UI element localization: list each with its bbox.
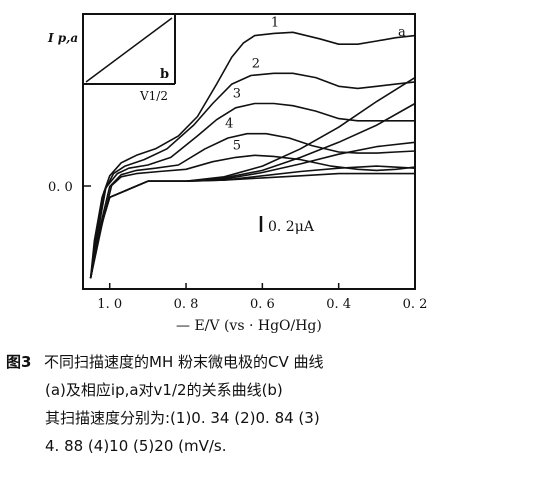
curve-label-4: 4 — [225, 117, 233, 132]
caption-line-2: (a)及相应ip,a对v1/2的关系曲线(b) — [45, 381, 283, 399]
caption-line-3: 其扫描速度分别为:(1)0. 34 (2)0. 84 (3) — [45, 409, 320, 427]
x-tick-label: 0. 8 — [174, 297, 199, 312]
cv-curve-3-anodic — [89, 102, 415, 279]
cv-curve-5-cathodic — [89, 172, 415, 279]
cv-curve-2-cathodic — [89, 102, 416, 279]
inset-panel-label: b — [160, 67, 169, 82]
curve-label-3: 3 — [233, 87, 241, 102]
cv-curve-4-anodic — [89, 132, 416, 279]
curve-label-2: 2 — [252, 56, 260, 71]
curve-labels: 1 2 345 — [225, 15, 279, 153]
cv-curve-1-anodic — [89, 31, 416, 279]
caption-title: 不同扫描速度的MH 粉末微电极的CV 曲线 — [44, 353, 324, 371]
caption-line-1: 图3 不同扫描速度的MH 粉末微电极的CV 曲线 — [6, 352, 324, 373]
cv-curve-5-anodic — [89, 154, 416, 279]
caption-line-4: 4. 88 (4)10 (5)20 (mV/s. — [45, 437, 227, 455]
cv-curve-4-cathodic — [89, 165, 416, 279]
cv-curve-3-cathodic — [89, 141, 416, 279]
x-tick-label: 0. 2 — [403, 297, 428, 312]
inset-y-label: I p,a — [47, 31, 78, 45]
x-tick-label: 0. 6 — [250, 297, 275, 312]
plot-frame — [82, 13, 416, 290]
curve-label-1: 1 — [271, 15, 279, 30]
y-tick-label: 0. 0 — [48, 180, 73, 195]
inset-b: b I p,a V1/2 — [47, 14, 176, 103]
figure-number: 图3 — [6, 353, 32, 371]
curve-label-5: 5 — [233, 138, 241, 153]
x-tick-label: 1. 0 — [97, 297, 122, 312]
inset-y-label-text: I p,a — [47, 31, 78, 45]
cv-curve-2-anodic — [89, 72, 416, 279]
cv-curves — [89, 31, 416, 279]
inset-x-label: V1/2 — [139, 89, 168, 103]
x-axis-label: — E/V (vs · HgO/Hg) — [176, 318, 322, 334]
panel-a-label: a — [398, 25, 406, 40]
cv-chart: 1 2 345 1. 0 0. 8 0. 6 0. 4 0. 2 0. 0 — E/V (v… — [47, 13, 427, 334]
scale-bar-label: 0. 2μA — [268, 219, 315, 235]
x-tick-label: 0. 4 — [326, 297, 351, 312]
inset-line — [85, 17, 173, 83]
inset-x-label-text: V1/2 — [139, 89, 168, 103]
x-axis-ticks: 1. 0 0. 8 0. 6 0. 4 0. 2 — [97, 283, 427, 312]
